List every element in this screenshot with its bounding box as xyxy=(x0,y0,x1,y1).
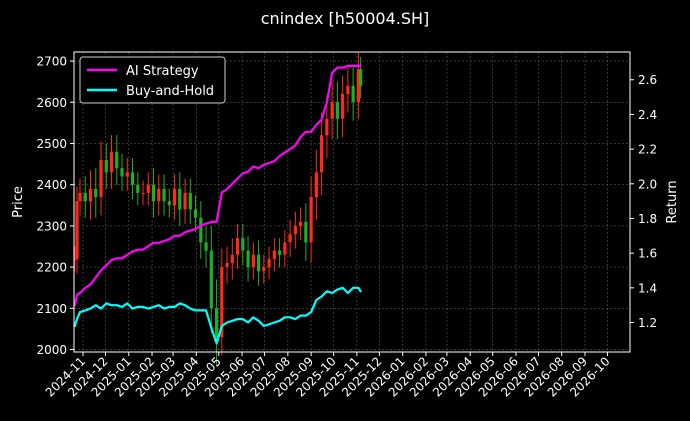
candle-body xyxy=(293,225,297,235)
legend-box xyxy=(79,56,226,104)
candle-body xyxy=(235,238,240,255)
series-line-buy-and-hold xyxy=(73,286,362,345)
candle-body xyxy=(146,184,150,193)
candle-body xyxy=(120,168,124,177)
candle-body xyxy=(162,188,166,202)
y-right-tick-label: 1.6 xyxy=(638,247,657,261)
candle-body xyxy=(157,188,161,202)
candle-body xyxy=(330,102,334,119)
candle-body xyxy=(125,172,129,177)
plot-frame xyxy=(73,51,631,353)
candle-body xyxy=(359,69,363,86)
candle-body xyxy=(304,221,308,243)
candle-body xyxy=(251,254,255,268)
candle-body xyxy=(314,172,318,198)
legend: AI Strategy Buy-and-Hold xyxy=(79,56,226,104)
candle-body xyxy=(230,254,234,263)
candle-body xyxy=(141,192,145,194)
candle-body xyxy=(241,238,245,251)
candle-body xyxy=(75,201,79,259)
candle-body xyxy=(172,188,177,206)
candle-body xyxy=(104,159,108,173)
candle-body xyxy=(283,242,287,255)
candle-body xyxy=(267,258,271,268)
y-left-tick-label: 2500 xyxy=(36,137,67,151)
y-left-tick-label: 2200 xyxy=(36,261,67,275)
candle-body xyxy=(78,192,82,202)
candle-body xyxy=(183,192,187,210)
candle-body xyxy=(246,250,250,268)
candle-body xyxy=(277,250,282,255)
candle-body xyxy=(341,94,345,119)
candle-body xyxy=(325,118,329,136)
y-right-tick-label: 2.4 xyxy=(638,108,657,122)
candle-body xyxy=(73,258,77,260)
candle-body xyxy=(136,184,140,193)
candle-body xyxy=(115,151,119,169)
y-right-tick-label: 1.4 xyxy=(638,281,657,295)
candle-body xyxy=(346,85,350,95)
y-right-axis: 1.2 1.4 1.6 1.8 2.0 2.2 2.4 2.6 xyxy=(630,73,657,330)
candle-body xyxy=(109,151,114,173)
y-left-tick-label: 2700 xyxy=(36,55,67,69)
candle-body xyxy=(299,221,303,226)
candle-body xyxy=(256,254,261,272)
y-left-tick-label: 2600 xyxy=(36,96,67,110)
y-right-tick-label: 2.6 xyxy=(638,73,657,87)
legend-label-ai-strategy: AI Strategy xyxy=(126,64,199,79)
candle-body xyxy=(88,188,93,202)
y-left-axis: 2000 2100 2200 2300 2400 2500 2600 2700 xyxy=(36,55,74,357)
candle-body xyxy=(320,135,324,173)
candle-body xyxy=(220,267,224,338)
candle-body xyxy=(151,184,156,202)
candle-body xyxy=(199,217,203,243)
chart-title: cnindex [h50004.SH] xyxy=(261,9,430,28)
y-right-label: Return xyxy=(665,180,680,223)
series-lines xyxy=(73,64,362,345)
candle-body xyxy=(214,308,219,338)
candle-body xyxy=(351,85,355,103)
y-left-tick-label: 2000 xyxy=(36,343,67,357)
candle-body xyxy=(225,262,229,268)
candle-body xyxy=(335,102,339,119)
candle-body xyxy=(288,234,292,243)
y-right-tick-label: 2.2 xyxy=(638,143,657,157)
candle-body xyxy=(204,242,208,251)
y-left-label: Price xyxy=(11,186,26,218)
candle-body xyxy=(309,197,313,243)
candle-body xyxy=(99,159,103,198)
y-left-tick-label: 2300 xyxy=(36,219,67,233)
candle-body xyxy=(262,267,266,272)
y-right-tick-label: 1.8 xyxy=(638,212,657,226)
candle-body xyxy=(83,192,87,202)
candle-body xyxy=(130,172,135,185)
candle-body xyxy=(209,250,213,309)
y-left-tick-label: 2100 xyxy=(36,302,67,316)
candles xyxy=(73,52,363,367)
candle-body xyxy=(167,201,171,206)
candle-body xyxy=(356,69,360,103)
candle-body xyxy=(272,250,276,259)
candle-body xyxy=(94,188,98,198)
candle-body xyxy=(178,188,182,210)
legend-label-buy-and-hold: Buy-and-Hold xyxy=(126,84,214,99)
series-line-ai-strategy xyxy=(73,64,362,307)
y-left-tick-label: 2400 xyxy=(36,178,67,192)
candle-body xyxy=(193,209,198,218)
y-right-tick-label: 2.0 xyxy=(638,177,657,191)
y-right-tick-label: 1.2 xyxy=(638,316,657,330)
candle-body xyxy=(188,192,192,210)
